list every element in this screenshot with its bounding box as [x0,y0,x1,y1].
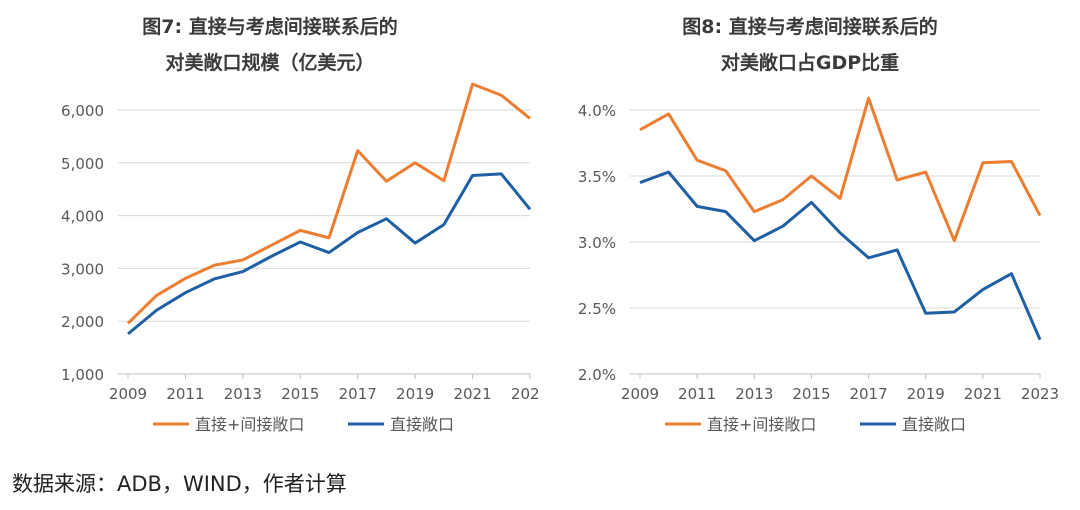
x-tick-label: 2011 [166,385,204,403]
chart-title-line-2: 对美敞口占GDP比重 [720,52,900,74]
x-tick-label: 2015 [281,385,319,403]
chart-title-line-2: 对美敞口规模（亿美元） [165,52,375,74]
series-line-direct [639,170,1042,341]
x-tick-label: 2013 [224,385,262,403]
y-tick-label: 1,000 [61,366,104,384]
x-tick-label: 2013 [735,385,773,403]
x-tick-label: 2009 [621,385,659,403]
y-tick-label: 4.0% [578,102,616,120]
y-tick-label: 2,000 [61,313,104,331]
legend-label: 直接敞口 [902,415,966,434]
x-tick-label: 2023 [511,385,540,403]
chart-title-line-1: 图7: 直接与考虑间接联系后的 [142,16,398,38]
y-tick-label: 5,000 [61,155,104,173]
line-chart-exposure-size: 1,000 2,000 3,000 4,000 5,000 6,000 2009 2011 20… [61,82,540,434]
line-chart-exposure-gdp-share: 2.0% 2.5% 3.0% 3.5% 4.0% 2009 2011 2013 2015 2017… [578,96,1059,434]
x-tick-label: 2019 [907,385,945,403]
legend-label: 直接+间接敞口 [195,415,304,434]
x-tick-label: 2017 [339,385,377,403]
x-tick-label: 2021 [453,385,491,403]
x-tick-label: 2015 [792,385,830,403]
chart-title-line-1: 图8: 直接与考虑间接联系后的 [682,16,938,38]
legend-label: 直接敞口 [390,415,454,434]
y-tick-label: 6,000 [61,102,104,120]
chart-panel-exposure-size: 图7: 直接与考虑间接联系后的 对美敞口规模（亿美元） 1,000 2,000 3,… [0,0,540,450]
y-tick-label: 2.0% [578,366,616,384]
chart-panel-exposure-gdp-share: 图8: 直接与考虑间接联系后的 对美敞口占GDP比重 2.0% 2.5% 3.0% 3… [540,0,1080,450]
y-tick-label: 3.0% [578,234,616,252]
series-line-direct-plus-indirect [126,82,531,325]
y-tick-label: 3,000 [61,260,104,278]
series-line-direct [127,172,532,336]
series-line-direct-plus-indirect [639,96,1042,243]
x-tick-label: 2021 [964,385,1002,403]
legend-label: 直接+间接敞口 [707,415,816,434]
data-source-note: 数据来源：ADB，WIND，作者计算 [12,472,347,496]
x-tick-label: 2023 [1021,385,1059,403]
y-tick-label: 2.5% [578,300,616,318]
x-tick-label: 2009 [109,385,147,403]
x-tick-label: 2017 [849,385,887,403]
y-tick-label: 3.5% [578,168,616,186]
x-tick-label: 2011 [678,385,716,403]
x-tick-label: 2019 [396,385,434,403]
y-tick-label: 4,000 [61,208,104,226]
